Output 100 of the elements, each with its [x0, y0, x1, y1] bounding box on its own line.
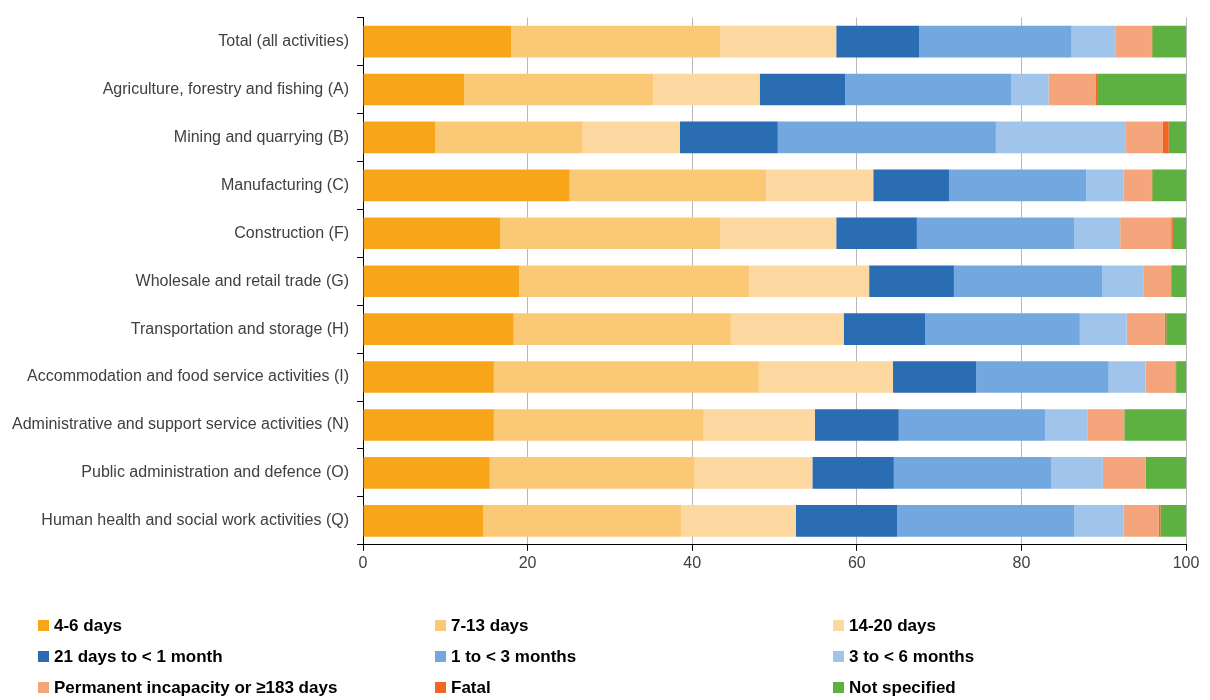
bar: [1125, 121, 1163, 154]
legend-label: 21 days to < 1 month: [54, 646, 223, 667]
bar: [898, 409, 1046, 441]
bar: [694, 457, 813, 489]
legend-label: 3 to < 6 months: [849, 646, 975, 667]
x-tick-label: 0: [358, 553, 368, 571]
bar: [1126, 313, 1165, 345]
x-tick-label: 20: [518, 553, 537, 571]
bar: [919, 25, 1072, 58]
bar: [363, 457, 490, 489]
bar: [363, 121, 436, 154]
y-tick-label: Public administration and defence (O): [81, 463, 350, 481]
x-tick-label: 60: [847, 553, 866, 571]
bar: [995, 121, 1126, 154]
bar: [1168, 121, 1186, 154]
bar: [703, 409, 815, 441]
bar: [897, 505, 1075, 537]
bar: [483, 505, 682, 537]
bar: [1172, 265, 1186, 298]
legend-label: 1 to < 3 months: [451, 646, 577, 667]
y-tick-label: Manufacturing (C): [220, 175, 350, 193]
x-tick-label: 80: [1012, 553, 1031, 571]
y-tick-label: Agriculture, forestry and fishing (A): [102, 79, 350, 97]
bar: [1160, 505, 1186, 537]
bar: [1108, 361, 1146, 393]
bar: [1074, 217, 1121, 250]
bar: [464, 73, 654, 106]
legend-label: 4-6 days: [54, 615, 123, 636]
bar: [653, 73, 760, 106]
bar: [679, 121, 778, 154]
bar: [1011, 73, 1049, 106]
bar: [873, 169, 949, 202]
bar: [766, 169, 874, 202]
bar: [1123, 169, 1152, 202]
bar: [812, 457, 894, 489]
bar: [511, 25, 721, 58]
bar: [363, 217, 501, 250]
bar: [363, 313, 514, 345]
bar: [493, 361, 759, 393]
bar: [1172, 217, 1186, 250]
bar: [1152, 25, 1186, 58]
bar: [1124, 409, 1186, 441]
y-tick-label: Wholesale and retail trade (G): [135, 271, 350, 289]
bar: [1071, 25, 1116, 58]
bar: [363, 73, 465, 106]
bar: [1079, 313, 1127, 345]
bar: [948, 169, 1087, 202]
y-tick-label: Administrative and support service activities (N): [11, 415, 350, 433]
bar: [1048, 73, 1096, 106]
bar: [976, 361, 1109, 393]
bar: [893, 361, 977, 393]
bar: [582, 121, 680, 154]
bar: [1097, 73, 1186, 106]
bar: [1115, 25, 1152, 58]
x-tick-label: 40: [683, 553, 702, 571]
y-tick-label: Mining and quarrying (B): [173, 127, 350, 145]
bar: [916, 217, 1075, 250]
bar: [513, 313, 731, 345]
bar: [1074, 505, 1124, 537]
bar: [759, 73, 846, 106]
bar: [489, 457, 695, 489]
bar: [363, 265, 520, 298]
bar: [925, 313, 1080, 345]
bar: [836, 25, 920, 58]
legend-label: Permanent incapacity or ≥183 days: [54, 677, 338, 698]
bar: [814, 409, 899, 441]
bar: [363, 169, 570, 202]
bar: [519, 265, 749, 298]
bar: [720, 25, 837, 58]
bar: [1176, 361, 1186, 393]
legend-label: 7-13 days: [451, 615, 529, 636]
bar: [1102, 457, 1146, 489]
bar: [777, 121, 996, 154]
y-tick-label: Transportation and storage (H): [130, 319, 350, 337]
bar: [893, 457, 1052, 489]
bar: [845, 73, 1012, 106]
legend-label: Not specified: [849, 677, 956, 698]
bar: [493, 409, 704, 441]
bar: [435, 121, 583, 154]
bar: [836, 217, 917, 250]
bar: [363, 409, 494, 441]
bar: [681, 505, 796, 537]
bar: [869, 265, 954, 298]
bar: [1086, 169, 1124, 202]
legend-label: 14-20 days: [849, 615, 936, 636]
bar: [795, 505, 898, 537]
bar: [1045, 409, 1088, 441]
bar: [758, 361, 894, 393]
bar: [1051, 457, 1103, 489]
y-tick-label: Accommodation and food service activities (I): [27, 367, 350, 385]
y-tick-label: Human health and social work activities (Q): [41, 511, 350, 529]
y-tick-label: Total (all activities): [218, 31, 350, 49]
bar: [500, 217, 721, 250]
bar: [1166, 313, 1186, 345]
bar: [748, 265, 870, 298]
bar: [363, 25, 512, 58]
bar: [953, 265, 1103, 298]
bar: [569, 169, 767, 202]
y-tick-label: Construction (F): [234, 223, 350, 241]
bar: [730, 313, 844, 345]
